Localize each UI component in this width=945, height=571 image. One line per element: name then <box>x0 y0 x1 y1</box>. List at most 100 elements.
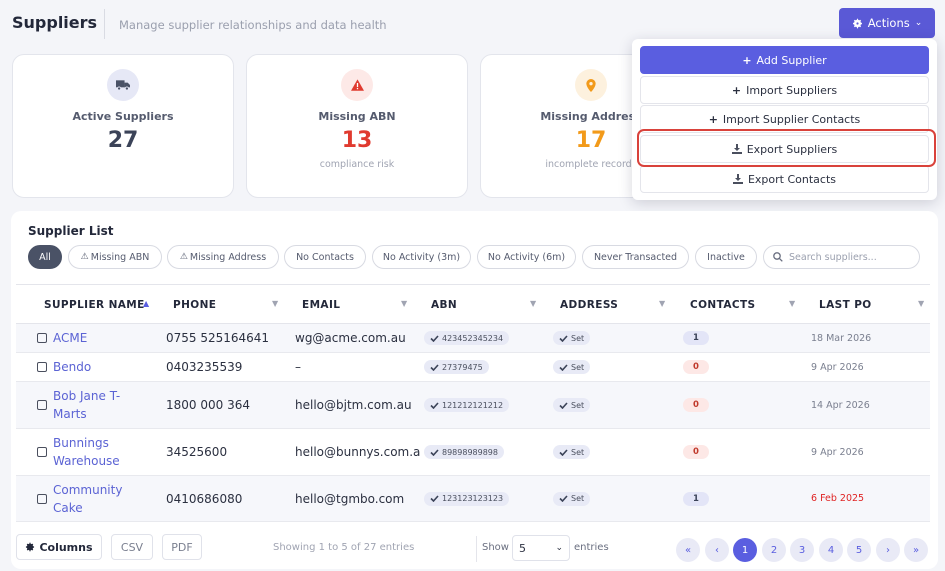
columns-button[interactable]: Columns <box>16 534 102 560</box>
page-4-button[interactable]: 4 <box>819 538 843 562</box>
export-suppliers-button[interactable]: Export Suppliers <box>640 135 929 163</box>
last-po-cell: 9 Apr 2026 <box>811 429 864 475</box>
page-3-button[interactable]: 3 <box>790 538 814 562</box>
columns-label: Columns <box>39 540 93 554</box>
address-cell: Set <box>553 353 591 381</box>
filter-all[interactable]: All <box>28 245 62 269</box>
filter-never-transacted[interactable]: Never Transacted <box>582 245 689 269</box>
abn-value: 121212121212 <box>442 400 504 410</box>
check-icon <box>430 401 439 409</box>
row-checkbox[interactable] <box>37 362 47 372</box>
contacts-count-badge: 1 <box>683 491 709 506</box>
address-cell: Set <box>553 382 591 428</box>
supplier-name-link[interactable]: Bendo <box>53 360 92 374</box>
abn-cell: 27379475 <box>424 353 489 381</box>
csv-button[interactable]: CSV <box>111 534 153 560</box>
column-header-abn[interactable]: ABN <box>431 299 458 311</box>
supplier-name-link[interactable]: ACME <box>53 331 88 345</box>
contacts-count-badge: 0 <box>683 398 709 412</box>
column-header-supplier-name[interactable]: SUPPLIER NAME <box>44 299 145 311</box>
page-1-button[interactable]: 1 <box>733 538 757 562</box>
abn-value: 89898989898 <box>442 447 498 457</box>
page-5-button[interactable]: 5 <box>847 538 871 562</box>
address-value: Set <box>571 494 585 503</box>
filter-missing-address[interactable]: ⚠ Missing Address <box>167 245 279 269</box>
filter-no-activity-3m[interactable]: No Activity (3m) <box>372 245 471 269</box>
table-row[interactable]: Bunnings Warehouse 34525600 hello@bunnys.c… <box>16 429 930 476</box>
filter-inactive[interactable]: Inactive <box>695 245 757 269</box>
supplier-name-cell: Bob Jane T-Marts <box>53 382 153 428</box>
row-checkbox[interactable] <box>37 333 47 343</box>
abn-value: 123123123123 <box>442 494 504 503</box>
add-supplier-button[interactable]: + Add Supplier <box>640 46 929 74</box>
filter-no-activity-6m[interactable]: No Activity (6m) <box>477 245 576 269</box>
actions-menu: + Add Supplier + Import Suppliers + Impo… <box>632 39 937 200</box>
abn-cell: 423452345234 <box>424 324 510 352</box>
supplier-name-link[interactable]: Community Cake <box>53 482 123 515</box>
last-page-button[interactable]: » <box>904 538 928 562</box>
address-cell: Set <box>553 324 591 352</box>
sort-icon[interactable]: ▼ <box>530 299 537 308</box>
sort-icon[interactable]: ▼ <box>918 299 925 308</box>
map-pin-icon <box>575 69 607 101</box>
next-page-button[interactable]: › <box>876 538 900 562</box>
contacts-count-badge: 0 <box>683 360 709 374</box>
sort-icon[interactable]: ▼ <box>272 299 279 308</box>
menu-item-label: Add Supplier <box>756 53 827 67</box>
table-info: Showing 1 to 5 of 27 entries <box>273 542 415 553</box>
export-contacts-button[interactable]: Export Contacts <box>640 165 929 193</box>
plus-icon: + <box>742 53 752 67</box>
actions-button[interactable]: Actions ⌄ <box>839 8 935 38</box>
filter-label: No Contacts <box>296 251 354 263</box>
download-icon <box>731 144 742 154</box>
sort-icon[interactable]: ▼ <box>789 299 796 308</box>
phone-cell: 0403235539 <box>166 360 243 374</box>
import-supplier-contacts-button[interactable]: + Import Supplier Contacts <box>640 105 929 133</box>
column-header-phone[interactable]: PHONE <box>173 299 217 311</box>
table-row[interactable]: Community Cake 0410686080 hello@tgmbo.com 1… <box>16 476 930 522</box>
search-icon <box>773 252 783 262</box>
import-suppliers-button[interactable]: + Import Suppliers <box>640 76 929 104</box>
page-size-select[interactable]: 5 ⌄ <box>512 535 570 561</box>
last-po-date: 6 Feb 2025 <box>811 493 865 504</box>
supplier-name-link[interactable]: Bob Jane T-Marts <box>53 389 121 421</box>
warning-outline-icon: ⚠ <box>179 252 188 262</box>
pdf-button[interactable]: PDF <box>162 534 202 560</box>
check-icon <box>559 363 568 371</box>
search-input[interactable]: Search suppliers... <box>763 245 920 269</box>
gear-icon <box>852 18 862 28</box>
sort-icon[interactable]: ▼ <box>659 299 666 308</box>
last-po-date: 14 Apr 2026 <box>811 399 870 411</box>
table-row[interactable]: Bendo 0403235539 – 27379475 Set 0 9 Apr 2026 <box>16 353 930 382</box>
page-size-value: 5 <box>519 541 526 555</box>
sort-asc-icon[interactable]: ▲ <box>143 299 150 308</box>
table-row[interactable]: ACME 0755 525164641 wg@acme.com.au 42345234… <box>16 324 930 353</box>
filter-label: No Activity (6m) <box>487 251 566 263</box>
supplier-name-link[interactable]: Bunnings Warehouse <box>53 436 120 468</box>
sort-icon[interactable]: ▼ <box>401 299 408 308</box>
card-label: Missing ABN <box>318 110 396 123</box>
row-checkbox[interactable] <box>37 493 47 504</box>
row-checkbox[interactable] <box>37 447 47 457</box>
page-2-button[interactable]: 2 <box>762 538 786 562</box>
contacts-count-badge: 1 <box>683 331 709 345</box>
column-header-email[interactable]: EMAIL <box>302 299 341 311</box>
abn-badge: 123123123123 <box>424 491 510 506</box>
contacts-cell: 1 <box>683 324 709 352</box>
contacts-cell: 0 <box>683 382 709 428</box>
check-icon <box>430 334 439 342</box>
column-header-last-po[interactable]: LAST PO <box>819 299 872 311</box>
address-badge: Set <box>553 331 591 345</box>
entries-label: entries <box>574 542 609 553</box>
filter-missing-abn[interactable]: ⚠ Missing ABN <box>68 245 162 269</box>
filter-no-contacts[interactable]: No Contacts <box>284 245 366 269</box>
filter-label: Missing Address <box>189 251 267 263</box>
prev-page-button[interactable]: ‹ <box>705 538 729 562</box>
first-page-button[interactable]: « <box>676 538 700 562</box>
column-header-address[interactable]: ADDRESS <box>560 299 619 311</box>
email-cell: wg@acme.com.au <box>295 331 406 345</box>
table-row[interactable]: Bob Jane T-Marts 1800 000 364 hello@bjtm.c… <box>16 382 930 429</box>
row-checkbox[interactable] <box>37 400 47 410</box>
last-po-date: 9 Apr 2026 <box>811 361 864 373</box>
column-header-contacts[interactable]: CONTACTS <box>690 299 756 311</box>
